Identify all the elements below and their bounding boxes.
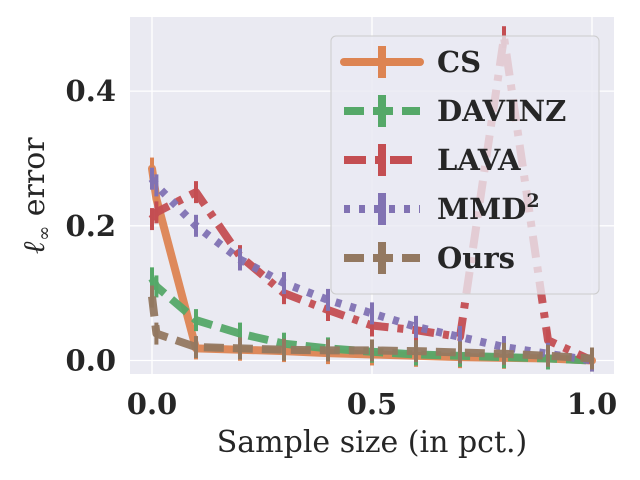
legend-label: DAVINZ: [437, 94, 566, 128]
legend-item-mmd2: MMD2: [344, 190, 540, 226]
legend-box: [330, 35, 600, 295]
y-tick-label: 0.2: [66, 209, 116, 243]
legend-label: MMD2: [437, 190, 540, 226]
y-axis-label: ℓ∞ error: [17, 137, 55, 254]
y-tick-label: 0.0: [66, 344, 116, 378]
legend: CS DAVINZ LAVA MMD2 Ours: [330, 35, 600, 295]
y-axis-label-text: error: [17, 137, 52, 216]
y-tick-label: 0.4: [66, 74, 116, 108]
legend-label: Ours: [437, 241, 515, 275]
legend-item-lava: LAVA: [344, 143, 521, 177]
legend-label: LAVA: [437, 143, 521, 177]
legend-item-davinz: DAVINZ: [344, 94, 566, 128]
x-tick-label: 0.0: [127, 387, 177, 421]
tick-labels: 0.0 0.5 1.0 0.0 0.2 0.4: [66, 74, 618, 421]
series-line: [148, 176, 593, 365]
legend-label-superscript: 2: [526, 190, 539, 212]
legend-item-cs: CS: [340, 45, 481, 79]
series-line: [148, 296, 593, 363]
legend-item-ours: Ours: [344, 241, 515, 275]
series-ours: [148, 285, 594, 370]
legend-items: CS DAVINZ LAVA MMD2 Ours: [340, 45, 566, 275]
y-axis-label-space: [17, 216, 52, 226]
x-tick-label: 0.5: [347, 387, 397, 421]
x-tick-label: 1.0: [567, 387, 617, 421]
y-axis-label-symbol: ℓ: [17, 241, 52, 254]
x-axis-label: Sample size (in pct.): [217, 425, 528, 460]
y-axis-label-subscript: ∞: [34, 226, 55, 241]
legend-label: CS: [437, 45, 481, 79]
